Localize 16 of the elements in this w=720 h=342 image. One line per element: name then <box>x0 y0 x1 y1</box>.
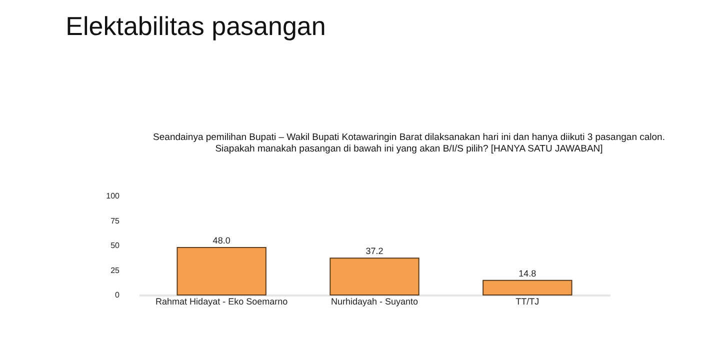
data-label: 48.0 <box>212 235 230 246</box>
bar <box>482 280 572 296</box>
data-label: 37.2 <box>366 246 384 256</box>
x-tick-label: TT/TJ <box>516 296 540 306</box>
y-tick-label: 25 <box>110 266 120 275</box>
data-label: 14.8 <box>518 268 536 278</box>
x-tick-label: Rahmat Hidayat - Eko Soemarno <box>156 296 288 306</box>
y-tick-label: 0 <box>115 290 120 300</box>
x-tick-label: Nurhidayah - Suyanto <box>330 296 418 306</box>
chart-title: Elektabilitas pasangan <box>66 11 326 41</box>
y-tick-label: 75 <box>110 216 120 226</box>
bar <box>330 258 420 296</box>
chart-subtitle: Seandainya pemilihan Bupati – Wakil Bupati Kotawaringin Barat dilaksanakan hari ini dan hanya diikuti 3 pasangan calon. Siapakah manakah pasangan di bawah ini yang akan B/I/S pilih? [HANYA SATU JAWABAN] <box>153 132 665 154</box>
y-tick-label: 50 <box>110 241 120 250</box>
bar <box>176 246 266 296</box>
y-tick-label: 100 <box>106 192 120 200</box>
